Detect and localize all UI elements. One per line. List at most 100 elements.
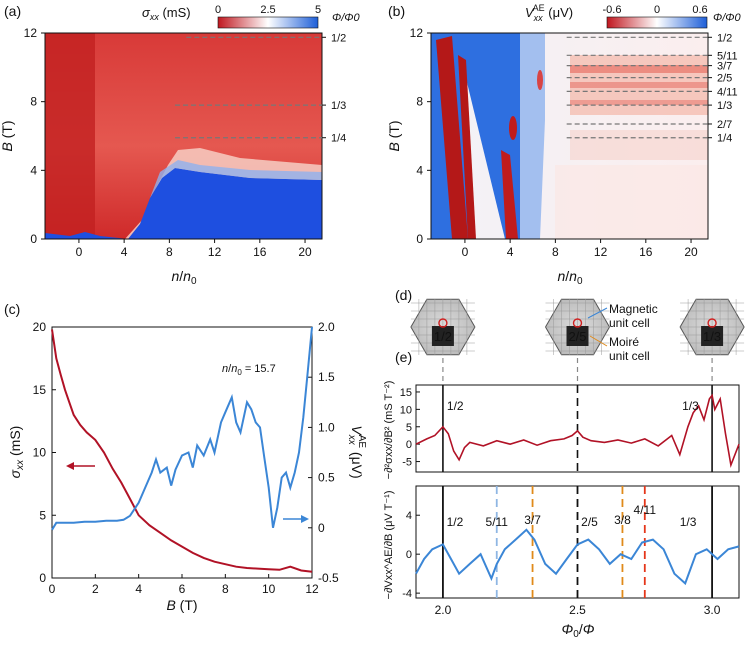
flux-header-b: Φ/Φ0 [713, 12, 741, 24]
xtick-label-c-0: 0 [49, 582, 56, 596]
colorbar-a-tick-0: 0 [215, 4, 221, 16]
legend-moire-line2: unit cell [609, 349, 650, 363]
ytick-label-c-left-4: 20 [33, 320, 47, 334]
flux-label-b-2: 3/7 [717, 61, 732, 73]
ytick-label-c-right-3: 1.0 [318, 420, 335, 434]
marker-label-0: 1/2 [447, 515, 464, 529]
top-label-0: 1/2 [447, 399, 464, 413]
ylabel-a-sym: B [0, 142, 15, 151]
ytick-label-c-right-1: 0 [318, 521, 325, 535]
colorbar-a-label-unit: (mS) [159, 5, 191, 20]
ytick-label-c-left-0: 0 [39, 571, 46, 585]
ylabel-c-left: σxx (mS) [7, 426, 26, 479]
colorbar-b-label-sub: xx [533, 13, 544, 23]
colorbar-b-label: VxxAE (μV) [525, 3, 573, 23]
heatmap-b-red-spot-2 [537, 70, 543, 90]
axes-b-ticks: 0 4 8 12 16 20 0 4 8 12 [410, 26, 698, 259]
axes-c-ticks: 0 2 4 6 8 10 12 0 5 10 15 20 -0.5 0 0.5 1.0 1.5 2.0 [33, 320, 339, 596]
ytick-label-e-bottom-0: -4 [402, 588, 412, 600]
panel-c: (c) 0 2 4 6 8 10 12 0 5 10 15 20 -0.5 0 0.5 1.0 1.5 2.0 n… [4, 301, 367, 613]
annotation-c-value: = 15.7 [242, 363, 276, 375]
xtick-label-b-0: 0 [462, 245, 469, 259]
flux-label-b-1: 5/11 [717, 50, 738, 62]
xtick-label-b-1: 4 [507, 245, 514, 259]
legend-moire-line1: Moiré [609, 335, 639, 349]
flux-label-a-2: 1/4 [331, 133, 346, 145]
xlabel-b-slash: / [565, 268, 569, 284]
axes-e-ticks: 2.0 2.5 3.0 -5 0 5 10 15 -4 0 4 [400, 387, 721, 617]
xtick-label-a-1: 4 [121, 245, 128, 259]
heatmap-b-pale-region [570, 130, 708, 160]
xlabel-c-sym: B [166, 597, 175, 613]
panel-d-label: (d) [395, 287, 412, 303]
xlabel-a-sym: n [171, 268, 179, 284]
xtick-label-a-0: 0 [76, 245, 83, 259]
ylabel-c-left-sym: σ [7, 469, 23, 478]
ylabel-a-unit: (T) [0, 120, 15, 142]
xtick-label-a-3: 12 [208, 245, 222, 259]
annotation-c-sym: n [222, 363, 228, 375]
sigma-xx-line [51, 329, 313, 573]
colorbar-a-tick-2: 5 [315, 4, 321, 16]
legend-moire-pointer [589, 335, 608, 347]
heatmap-b-light-blue [520, 33, 545, 239]
ylabel-c-left-sub: xx [15, 459, 26, 471]
colorbar-b-label-sup: AE [533, 3, 545, 13]
xlabel-e: Φ0/Φ [562, 621, 595, 640]
colorbar-b-tick-2: 0.6 [692, 4, 707, 16]
annotation-c-sym2: n [231, 363, 237, 375]
legend-magnetic-line2: unit cell [609, 316, 650, 330]
panel-a: (a) 1/2 1/3 1/4 0 4 8 12 16 20 0 4 8 12 σxx (mS) 0 … [0, 3, 360, 287]
marker-label-1: 5/11 [486, 515, 509, 529]
xlabel-c-unit: (T) [176, 597, 198, 613]
first-derivative-line [415, 528, 740, 586]
flux-label-b-7: 1/4 [717, 133, 732, 145]
colorbar-a-label-sub: xx [149, 12, 160, 22]
ylabel-c-right-unit: (μV) [349, 448, 365, 479]
xlabel-a-sym2: n [183, 268, 191, 284]
flux-label-a-1: 1/3 [331, 100, 346, 112]
heatmap-b [431, 33, 708, 239]
heatmap-a [45, 33, 322, 239]
cell-label-1: 2/5 [568, 329, 586, 344]
ytick-label-e-top-4: 15 [400, 387, 412, 399]
red-arrow [66, 462, 95, 470]
cell-marker-2 [707, 318, 717, 328]
xlabel-a: n/n0 [171, 268, 196, 287]
colorbar-a [217, 16, 319, 29]
heatmap-b-red-streak [501, 150, 518, 239]
axes-a-ticks: 0 4 8 12 16 20 0 4 8 12 [24, 26, 312, 259]
ylabel-b-sym: B [386, 142, 402, 151]
ytick-label-b-1: 4 [416, 163, 423, 177]
annotation-c: n/n0 = 15.7 [222, 363, 276, 377]
flux-label-a-0: 1/2 [331, 32, 346, 44]
annotation-c-slash: / [228, 363, 232, 375]
heatmap-b-stripe-a [570, 65, 708, 73]
ytick-label-a-3: 12 [24, 26, 38, 40]
red-arrow-head [66, 462, 74, 470]
xlabel-c: B (T) [166, 597, 197, 613]
flux-label-b-6: 2/7 [717, 119, 732, 131]
ylabel-b-unit: (T) [386, 120, 402, 142]
xtick-label-b-5: 20 [684, 245, 698, 259]
xlabel-a-sub: 0 [191, 276, 197, 287]
marker-label-2: 3/7 [524, 513, 541, 527]
xlabel-b-sub: 0 [577, 276, 583, 287]
panel-b-label: (b) [388, 3, 405, 19]
marker-label-5: 4/11 [634, 503, 657, 517]
top-label-1: 1/3 [682, 399, 699, 413]
panel-a-label: (a) [4, 3, 21, 19]
heatmap-a-bottom-edge [45, 232, 128, 239]
ytick-label-a-2: 8 [30, 95, 37, 109]
xtick-label-a-2: 8 [166, 245, 173, 259]
flux-label-b-3: 2/5 [717, 73, 732, 85]
ylabel-a: B (T) [0, 120, 15, 151]
markers-e: 1/2 1/3 1/2 5/11 3/7 2/5 3/84/11 1/3 [447, 399, 700, 529]
legend-magnetic-line1: Magnetic [609, 302, 658, 316]
unit-cell-diagrams: 1/2 2/5 1/3 [410, 298, 745, 356]
xtick-label-c-2: 4 [135, 582, 142, 596]
ytick-label-a-0: 0 [30, 232, 37, 246]
ylabel-e-bottom: −∂Vxx^AE/∂B (μV T⁻¹) [383, 491, 395, 600]
xtick-label-b-3: 12 [594, 245, 608, 259]
ylabel-c-left-unit: (mS) [7, 426, 23, 460]
